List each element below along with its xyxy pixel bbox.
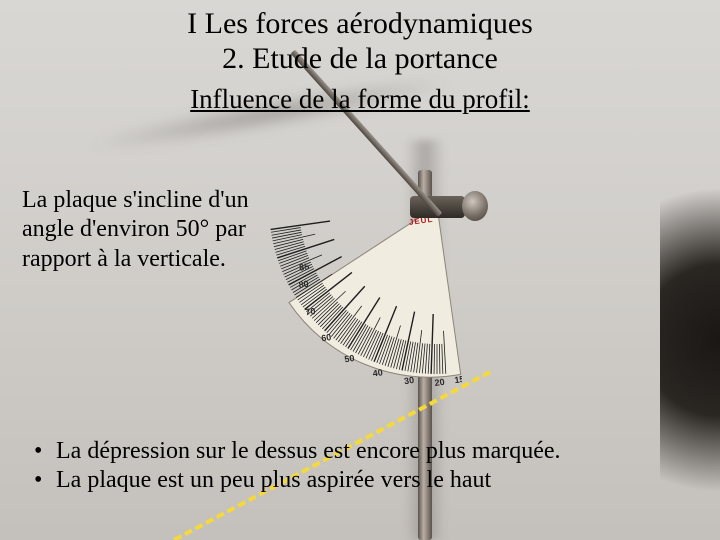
label-50: 50	[344, 353, 355, 364]
clamp-knob	[462, 191, 488, 221]
label-30: 30	[403, 375, 414, 386]
bullet-text: La plaque est un peu plus aspirée vers l…	[56, 467, 696, 494]
clamp	[400, 188, 490, 228]
title-line-2: 2. Etude de la portance	[222, 42, 498, 75]
bullet-dot: •	[34, 467, 56, 494]
side-paragraph: La plaque s'incline d'un angle d'environ…	[22, 186, 252, 274]
bullet-dot: •	[34, 438, 56, 465]
label-15: 15	[454, 374, 462, 385]
label-40: 40	[372, 367, 383, 378]
slide: 85 80 70 60 50 40 30 20 15 JEUL I Les fo…	[0, 0, 720, 540]
label-70: 70	[305, 306, 316, 317]
label-20: 20	[434, 377, 445, 388]
slide-subtitle: Influence de la forme du profil:	[0, 84, 720, 115]
bullet-list: • La dépression sur le dessus est encore…	[34, 438, 696, 496]
bullet-row: • La plaque est un peu plus aspirée vers…	[34, 467, 696, 494]
bullet-text: La dépression sur le dessus est encore p…	[56, 438, 696, 465]
label-80: 80	[298, 279, 309, 290]
label-85: 85	[299, 261, 310, 272]
bullet-row: • La dépression sur le dessus est encore…	[34, 438, 696, 465]
label-60: 60	[321, 332, 332, 343]
slide-title: I Les forces aérodynamiques 2. Etude de …	[0, 6, 720, 77]
title-line-1: I Les forces aérodynamiques	[187, 7, 533, 40]
